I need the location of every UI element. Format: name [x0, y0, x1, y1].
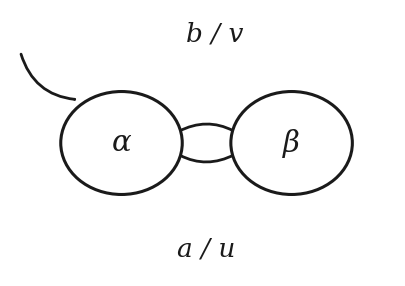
Ellipse shape — [231, 92, 352, 194]
FancyArrowPatch shape — [21, 54, 75, 100]
Text: a / u: a / u — [177, 236, 236, 261]
Ellipse shape — [61, 92, 182, 194]
Text: β: β — [283, 128, 300, 158]
FancyArrowPatch shape — [179, 124, 233, 131]
FancyArrowPatch shape — [180, 155, 234, 162]
Text: α: α — [112, 129, 131, 157]
Text: b / v: b / v — [186, 22, 243, 47]
